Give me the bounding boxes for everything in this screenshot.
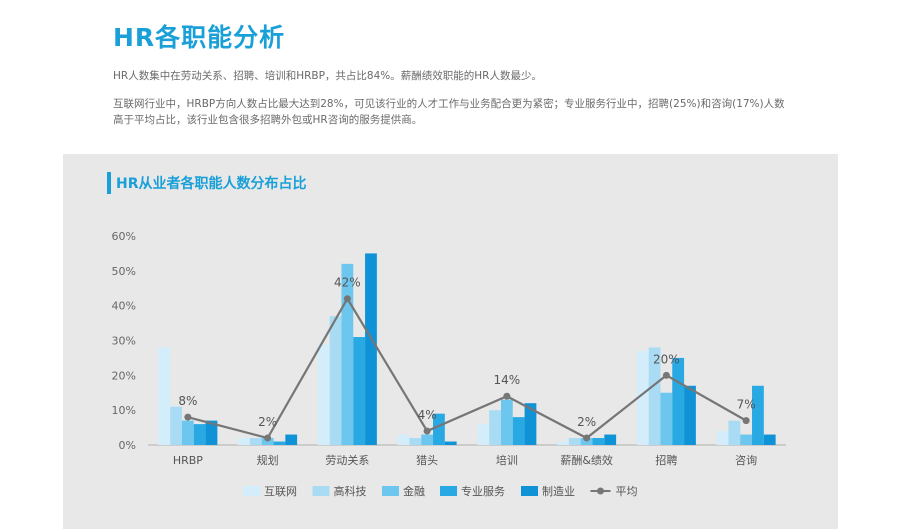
bar-专业服务-招聘 bbox=[672, 357, 685, 445]
bar-专业服务-HRBP bbox=[193, 424, 206, 445]
bar-高科技-规划 bbox=[249, 438, 262, 445]
average-point bbox=[343, 295, 351, 303]
bar-互联网-薪酬&绩效 bbox=[557, 441, 569, 445]
bar-互联网-咨询 bbox=[716, 431, 729, 445]
y-tick-label: 50% bbox=[112, 265, 136, 278]
bar-高科技-咨询 bbox=[728, 420, 741, 445]
bar-专业服务-咨询 bbox=[752, 385, 764, 445]
legend-swatch-金融 bbox=[382, 486, 399, 496]
bar-互联网-猎头 bbox=[397, 434, 410, 445]
average-data-label: 8% bbox=[178, 394, 197, 408]
x-category-label: 培训 bbox=[496, 453, 518, 467]
y-tick-label: 60% bbox=[112, 230, 136, 243]
x-category-label: HRBP bbox=[173, 454, 203, 467]
legend-swatch-专业服务 bbox=[440, 486, 457, 496]
bar-金融-HRBP bbox=[181, 420, 194, 445]
bar-金融-招聘 bbox=[660, 392, 673, 445]
average-point bbox=[184, 413, 192, 421]
legend-label: 平均 bbox=[616, 485, 638, 498]
legend-marker-average bbox=[597, 487, 604, 495]
y-tick-label: 40% bbox=[112, 300, 136, 313]
legend-label: 互联网 bbox=[264, 485, 297, 498]
x-category-label: 劳动关系 bbox=[325, 453, 369, 467]
bar-制造业-咨询 bbox=[763, 434, 776, 445]
bar-金融-培训 bbox=[500, 399, 513, 445]
y-tick-label: 30% bbox=[112, 335, 136, 348]
legend-label: 金融 bbox=[403, 484, 425, 498]
x-category-label: 招聘 bbox=[655, 453, 677, 467]
legend-label: 高科技 bbox=[334, 484, 367, 498]
average-point bbox=[662, 371, 670, 379]
average-point bbox=[583, 434, 591, 442]
bar-制造业-培训 bbox=[524, 403, 537, 445]
header-section: HR各职能分析 HR人数集中在劳动关系、招聘、培训和HRBP，共占比84%。薪酬… bbox=[0, 0, 900, 154]
average-point bbox=[264, 434, 272, 442]
bar-高科技-HRBP bbox=[170, 406, 182, 445]
legend-label: 制造业 bbox=[542, 484, 575, 498]
bar-互联网-HRBP bbox=[158, 347, 171, 445]
bar-高科技-薪酬&绩效 bbox=[568, 438, 581, 445]
y-tick-label: 10% bbox=[112, 404, 136, 417]
bar-专业服务-劳动关系 bbox=[353, 337, 366, 445]
legend-swatch-互联网 bbox=[243, 486, 260, 496]
bar-专业服务-猎头 bbox=[433, 413, 445, 445]
average-data-label: 42% bbox=[334, 276, 361, 290]
bar-制造业-劳动关系 bbox=[365, 253, 377, 445]
average-data-label: 14% bbox=[494, 373, 521, 387]
bar-金融-劳动关系 bbox=[341, 263, 354, 445]
y-tick-label: 0% bbox=[119, 439, 136, 452]
page-title: HR各职能分析 bbox=[113, 23, 286, 52]
average-data-label: 2% bbox=[258, 415, 277, 429]
average-data-label: 2% bbox=[577, 415, 596, 429]
bar-制造业-招聘 bbox=[684, 385, 696, 445]
bar-制造业-薪酬&绩效 bbox=[604, 434, 617, 445]
x-category-label: 薪酬&绩效 bbox=[560, 453, 613, 467]
chart-panel bbox=[63, 154, 838, 529]
average-point bbox=[503, 392, 511, 400]
average-line bbox=[187, 296, 747, 440]
chart-title-accent bbox=[107, 172, 111, 194]
bar-专业服务-规划 bbox=[273, 441, 286, 445]
bar-互联网-招聘 bbox=[636, 350, 649, 445]
bar-高科技-招聘 bbox=[648, 347, 661, 445]
average-data-label: 20% bbox=[653, 352, 680, 366]
bar-高科技-猎头 bbox=[409, 438, 422, 445]
summary-paragraph-1: HR人数集中在劳动关系、招聘、培训和HRBP，共占比84%。薪酬绩效职能的HR人… bbox=[113, 70, 542, 82]
bar-互联网-培训 bbox=[477, 424, 490, 445]
legend-label: 专业服务 bbox=[461, 484, 505, 498]
bar-互联网-劳动关系 bbox=[317, 343, 330, 445]
bar-高科技-劳动关系 bbox=[329, 316, 342, 445]
average-point bbox=[423, 427, 431, 435]
bar-制造业-HRBP bbox=[205, 420, 218, 445]
bar-制造业-猎头 bbox=[444, 441, 457, 445]
x-category-label: 猎头 bbox=[416, 453, 438, 467]
average-data-label: 4% bbox=[418, 408, 437, 422]
average-data-label: 7% bbox=[737, 398, 756, 412]
bar-制造业-规划 bbox=[285, 434, 298, 445]
legend-swatch-制造业 bbox=[521, 486, 538, 496]
bar-互联网-规划 bbox=[238, 438, 250, 445]
bar-专业服务-薪酬&绩效 bbox=[592, 438, 605, 445]
bar-专业服务-培训 bbox=[512, 417, 525, 445]
bar-高科技-培训 bbox=[489, 410, 501, 445]
chart-title: HR从业者各职能人数分布占比 bbox=[116, 176, 307, 192]
bar-金融-咨询 bbox=[740, 434, 753, 445]
bar-金融-猎头 bbox=[421, 434, 434, 445]
legend-swatch-高科技 bbox=[312, 486, 330, 496]
summary-paragraph-2: 互联网行业中，HRBP方向人数占比最大达到28%，可见该行业的人才工作与业务配合… bbox=[113, 98, 785, 126]
average-point bbox=[742, 417, 750, 425]
x-category-label: 规划 bbox=[257, 453, 279, 467]
x-category-label: 咨询 bbox=[735, 453, 757, 467]
y-tick-label: 20% bbox=[112, 369, 136, 382]
